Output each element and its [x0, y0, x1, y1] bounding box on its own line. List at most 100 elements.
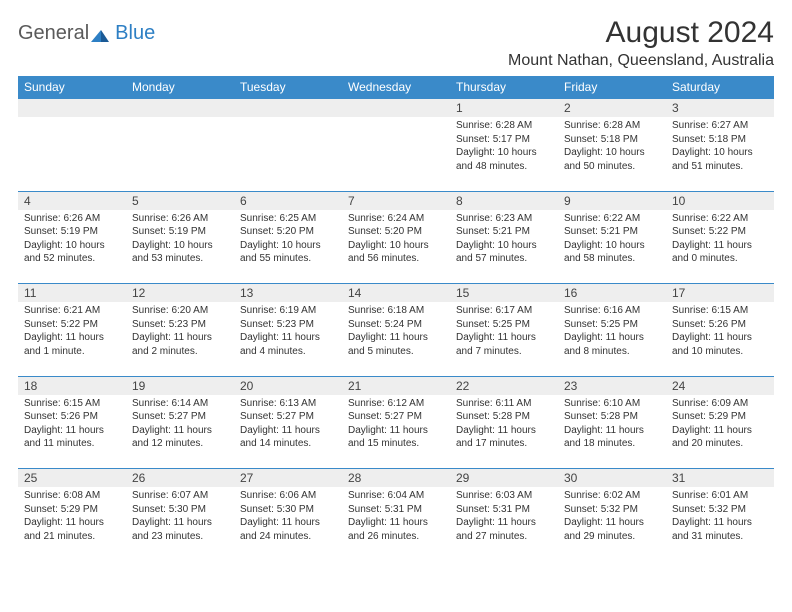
info-cell: Sunrise: 6:24 AMSunset: 5:20 PMDaylight:… [342, 210, 450, 284]
info-cell: Sunrise: 6:03 AMSunset: 5:31 PMDaylight:… [450, 487, 558, 561]
sunrise-text: Sunrise: 6:28 AM [564, 119, 660, 133]
sunset-text: Sunset: 5:23 PM [240, 318, 336, 332]
sunrise-text: Sunrise: 6:09 AM [672, 397, 768, 411]
date-cell: 15 [450, 284, 558, 303]
calendar-info-row: Sunrise: 6:21 AMSunset: 5:22 PMDaylight:… [18, 302, 774, 376]
sunset-text: Sunset: 5:20 PM [348, 225, 444, 239]
info-cell: Sunrise: 6:22 AMSunset: 5:22 PMDaylight:… [666, 210, 774, 284]
sunrise-text: Sunrise: 6:14 AM [132, 397, 228, 411]
date-cell: 21 [342, 376, 450, 395]
daylight-text: Daylight: 10 hours and 56 minutes. [348, 239, 444, 266]
daylight-text: Daylight: 11 hours and 27 minutes. [456, 516, 552, 543]
calendar-date-row: 11121314151617 [18, 284, 774, 303]
sunrise-text: Sunrise: 6:27 AM [672, 119, 768, 133]
sunset-text: Sunset: 5:24 PM [348, 318, 444, 332]
calendar-page: General Blue August 2024 Mount Nathan, Q… [0, 0, 792, 561]
info-cell: Sunrise: 6:28 AMSunset: 5:17 PMDaylight:… [450, 117, 558, 191]
info-cell: Sunrise: 6:17 AMSunset: 5:25 PMDaylight:… [450, 302, 558, 376]
sunrise-text: Sunrise: 6:12 AM [348, 397, 444, 411]
date-cell [234, 99, 342, 118]
calendar-date-row: 25262728293031 [18, 469, 774, 488]
info-cell: Sunrise: 6:27 AMSunset: 5:18 PMDaylight:… [666, 117, 774, 191]
daylight-text: Daylight: 11 hours and 12 minutes. [132, 424, 228, 451]
sunset-text: Sunset: 5:26 PM [672, 318, 768, 332]
date-cell: 9 [558, 191, 666, 210]
info-cell: Sunrise: 6:28 AMSunset: 5:18 PMDaylight:… [558, 117, 666, 191]
sunrise-text: Sunrise: 6:25 AM [240, 212, 336, 226]
sunset-text: Sunset: 5:31 PM [456, 503, 552, 517]
sunrise-text: Sunrise: 6:20 AM [132, 304, 228, 318]
sunrise-text: Sunrise: 6:21 AM [24, 304, 120, 318]
daylight-text: Daylight: 11 hours and 11 minutes. [24, 424, 120, 451]
daylight-text: Daylight: 11 hours and 5 minutes. [348, 331, 444, 358]
daylight-text: Daylight: 11 hours and 8 minutes. [564, 331, 660, 358]
sunset-text: Sunset: 5:21 PM [564, 225, 660, 239]
calendar-date-row: 45678910 [18, 191, 774, 210]
sunrise-text: Sunrise: 6:26 AM [132, 212, 228, 226]
daylight-text: Daylight: 11 hours and 21 minutes. [24, 516, 120, 543]
info-cell: Sunrise: 6:07 AMSunset: 5:30 PMDaylight:… [126, 487, 234, 561]
info-cell: Sunrise: 6:12 AMSunset: 5:27 PMDaylight:… [342, 395, 450, 469]
sunrise-text: Sunrise: 6:03 AM [456, 489, 552, 503]
daylight-text: Daylight: 10 hours and 50 minutes. [564, 146, 660, 173]
sunset-text: Sunset: 5:25 PM [564, 318, 660, 332]
date-cell: 12 [126, 284, 234, 303]
calendar-body: 123Sunrise: 6:28 AMSunset: 5:17 PMDaylig… [18, 99, 774, 562]
info-cell: Sunrise: 6:20 AMSunset: 5:23 PMDaylight:… [126, 302, 234, 376]
sunrise-text: Sunrise: 6:11 AM [456, 397, 552, 411]
daylight-text: Daylight: 10 hours and 51 minutes. [672, 146, 768, 173]
sunset-text: Sunset: 5:25 PM [456, 318, 552, 332]
daylight-text: Daylight: 11 hours and 7 minutes. [456, 331, 552, 358]
sunset-text: Sunset: 5:19 PM [24, 225, 120, 239]
info-cell [234, 117, 342, 191]
sunrise-text: Sunrise: 6:08 AM [24, 489, 120, 503]
daylight-text: Daylight: 11 hours and 29 minutes. [564, 516, 660, 543]
sunset-text: Sunset: 5:18 PM [564, 133, 660, 147]
date-cell [126, 99, 234, 118]
calendar-info-row: Sunrise: 6:15 AMSunset: 5:26 PMDaylight:… [18, 395, 774, 469]
calendar-date-row: 18192021222324 [18, 376, 774, 395]
sunrise-text: Sunrise: 6:15 AM [672, 304, 768, 318]
month-title: August 2024 [508, 16, 774, 50]
sunset-text: Sunset: 5:29 PM [672, 410, 768, 424]
info-cell: Sunrise: 6:14 AMSunset: 5:27 PMDaylight:… [126, 395, 234, 469]
daylight-text: Daylight: 10 hours and 58 minutes. [564, 239, 660, 266]
info-cell: Sunrise: 6:10 AMSunset: 5:28 PMDaylight:… [558, 395, 666, 469]
sunrise-text: Sunrise: 6:23 AM [456, 212, 552, 226]
info-cell: Sunrise: 6:01 AMSunset: 5:32 PMDaylight:… [666, 487, 774, 561]
sunrise-text: Sunrise: 6:18 AM [348, 304, 444, 318]
sunset-text: Sunset: 5:30 PM [132, 503, 228, 517]
sunrise-text: Sunrise: 6:28 AM [456, 119, 552, 133]
sunrise-text: Sunrise: 6:19 AM [240, 304, 336, 318]
info-cell: Sunrise: 6:26 AMSunset: 5:19 PMDaylight:… [126, 210, 234, 284]
sunset-text: Sunset: 5:32 PM [672, 503, 768, 517]
sunset-text: Sunset: 5:28 PM [456, 410, 552, 424]
date-cell: 27 [234, 469, 342, 488]
logo-text-general: General [18, 22, 89, 45]
info-cell: Sunrise: 6:13 AMSunset: 5:27 PMDaylight:… [234, 395, 342, 469]
sunrise-text: Sunrise: 6:01 AM [672, 489, 768, 503]
day-header: Sunday [18, 76, 126, 99]
calendar-date-row: 123 [18, 99, 774, 118]
daylight-text: Daylight: 11 hours and 20 minutes. [672, 424, 768, 451]
info-cell: Sunrise: 6:15 AMSunset: 5:26 PMDaylight:… [666, 302, 774, 376]
sunset-text: Sunset: 5:29 PM [24, 503, 120, 517]
info-cell: Sunrise: 6:25 AMSunset: 5:20 PMDaylight:… [234, 210, 342, 284]
sunset-text: Sunset: 5:19 PM [132, 225, 228, 239]
date-cell: 16 [558, 284, 666, 303]
sunset-text: Sunset: 5:17 PM [456, 133, 552, 147]
date-cell: 26 [126, 469, 234, 488]
page-header: General Blue August 2024 Mount Nathan, Q… [18, 16, 774, 70]
info-cell: Sunrise: 6:16 AMSunset: 5:25 PMDaylight:… [558, 302, 666, 376]
calendar-table: Sunday Monday Tuesday Wednesday Thursday… [18, 76, 774, 561]
sunrise-text: Sunrise: 6:04 AM [348, 489, 444, 503]
sunrise-text: Sunrise: 6:24 AM [348, 212, 444, 226]
date-cell: 31 [666, 469, 774, 488]
sunset-text: Sunset: 5:22 PM [672, 225, 768, 239]
date-cell: 19 [126, 376, 234, 395]
date-cell: 20 [234, 376, 342, 395]
daylight-text: Daylight: 11 hours and 23 minutes. [132, 516, 228, 543]
daylight-text: Daylight: 11 hours and 26 minutes. [348, 516, 444, 543]
date-cell: 14 [342, 284, 450, 303]
sunrise-text: Sunrise: 6:22 AM [564, 212, 660, 226]
